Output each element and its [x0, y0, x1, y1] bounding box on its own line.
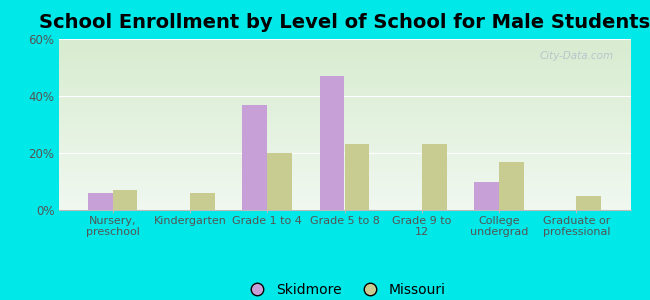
Bar [422, 145, 447, 210]
Bar [190, 193, 214, 210]
Bar [88, 193, 112, 210]
Bar [267, 153, 292, 210]
Bar [320, 76, 345, 210]
Bar [499, 161, 524, 210]
Bar [242, 105, 267, 210]
Bar [112, 190, 137, 210]
Text: City-Data.com: City-Data.com [540, 51, 614, 61]
Bar [577, 196, 601, 210]
Legend: Skidmore, Missouri: Skidmore, Missouri [237, 277, 452, 300]
Title: School Enrollment by Level of School for Male Students: School Enrollment by Level of School for… [39, 13, 650, 32]
Bar [474, 182, 499, 210]
Bar [344, 145, 369, 210]
